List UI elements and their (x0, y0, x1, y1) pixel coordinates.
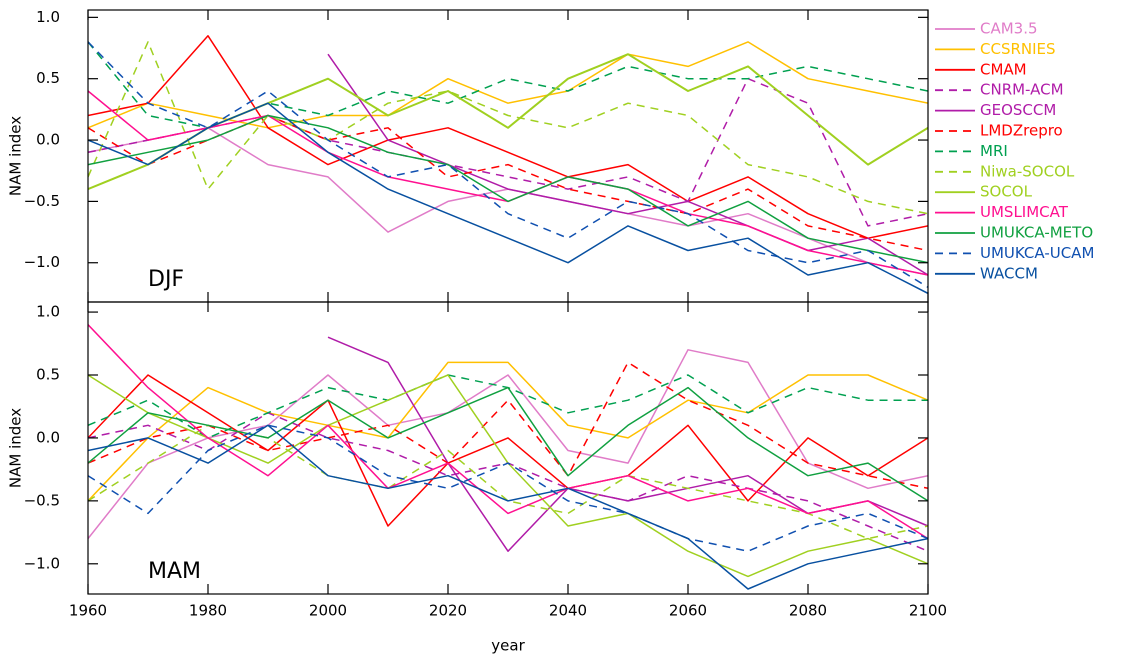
y-axis-label: NAM index (7, 116, 25, 196)
x-tick-label: 2100 (909, 602, 947, 620)
series-line (327, 336, 928, 552)
legend-label: LMDZrepro (980, 122, 1063, 140)
series-line (88, 114, 928, 264)
legend-label: CMAM (980, 60, 1027, 78)
series-line (88, 349, 928, 540)
y-tick-label: 0.0 (36, 131, 60, 149)
series-line (88, 102, 928, 295)
legend-label: GEOSCCM (980, 101, 1056, 119)
legend-label: CNRM-ACM (980, 81, 1064, 99)
series-line (88, 90, 928, 276)
legend-label: UMUKCA-UCAM (980, 244, 1094, 262)
series-line (327, 53, 928, 276)
series-line (88, 324, 928, 540)
series-line (88, 424, 928, 590)
legend-label: SOCOL (980, 183, 1033, 201)
y-axis-label: NAM index (7, 408, 25, 488)
series-line (88, 374, 928, 578)
legend-label: WACCM (980, 264, 1038, 282)
x-tick-label: 2000 (309, 602, 347, 620)
series-line (88, 361, 928, 490)
x-tick-label: 1980 (189, 602, 227, 620)
legend-label: CCSRNIES (980, 40, 1056, 58)
x-tick-label: 2040 (549, 602, 587, 620)
legend-label: CAM3.5 (980, 20, 1038, 38)
y-tick-label: −1.0 (24, 554, 60, 572)
panel-label: MAM (148, 559, 201, 584)
x-tick-label: 2020 (429, 602, 467, 620)
series-line (88, 424, 928, 552)
y-tick-label: 0.5 (36, 366, 60, 384)
y-tick-label: −0.5 (24, 491, 60, 509)
y-tick-label: −1.0 (24, 253, 60, 271)
x-axis-label: year (491, 637, 525, 655)
series-line (88, 41, 928, 288)
series-line (88, 361, 928, 502)
legend-label: Niwa-SOCOL (980, 162, 1075, 180)
series-line (88, 412, 928, 552)
series-line (88, 386, 928, 502)
legend-label: UMSLIMCAT (980, 203, 1069, 221)
legend-label: MRI (980, 142, 1008, 160)
y-tick-label: 1.0 (36, 303, 60, 321)
plot-frame (87, 9, 929, 303)
x-tick-label: 1960 (69, 602, 107, 620)
y-tick-label: 0.0 (36, 428, 60, 446)
x-tick-label: 2060 (669, 602, 707, 620)
series-line (88, 35, 928, 239)
plot-frame (87, 301, 929, 595)
series-line (88, 41, 928, 129)
y-tick-label: 0.5 (36, 69, 60, 87)
series-line (88, 114, 928, 252)
y-tick-label: 1.0 (36, 8, 60, 26)
y-tick-label: −0.5 (24, 192, 60, 210)
series-line (88, 374, 928, 527)
panel-label: DJF (148, 267, 184, 292)
series-line (88, 41, 928, 215)
x-tick-label: 2080 (789, 602, 827, 620)
legend-label: UMUKCA-METO (980, 224, 1093, 242)
